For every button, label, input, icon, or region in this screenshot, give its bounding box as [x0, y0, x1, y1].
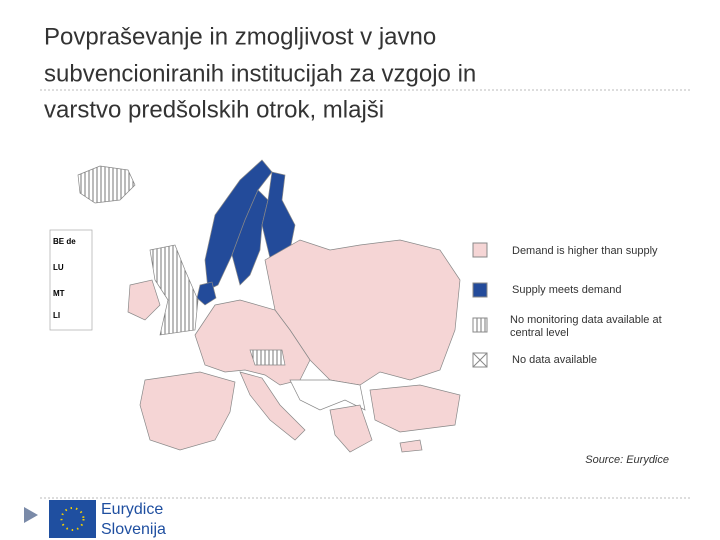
iberia — [139, 371, 236, 451]
austria — [249, 349, 286, 366]
bullet-arrow — [24, 507, 38, 523]
eu-flag — [49, 500, 96, 538]
italy — [239, 371, 306, 441]
eu-stars — [60, 507, 85, 531]
ireland — [127, 279, 161, 321]
balkans — [289, 379, 366, 411]
title-line: varstvo predšolskih otrok, mlajši — [44, 96, 384, 123]
logo-text: Slovenija — [101, 521, 166, 538]
title-line: subvencioniranih institucijah za vzgojo … — [44, 60, 476, 87]
inset-box — [49, 229, 93, 331]
source: Source: Eurydice — [585, 454, 669, 466]
greece — [329, 404, 373, 453]
uk — [149, 244, 199, 336]
cyprus — [399, 439, 423, 453]
finland — [261, 171, 296, 259]
iceland — [77, 165, 136, 204]
legend-label: Demand is higher than supply — [512, 245, 658, 257]
legend-swatch — [472, 242, 488, 258]
logo-text: Eurydice — [101, 501, 163, 518]
legend-label: No monitoring data available at central … — [510, 314, 662, 339]
title-line: Povpraševanje in zmogljivost v javno — [44, 23, 436, 50]
inset-label: LU — [53, 263, 64, 272]
inset-label: BE de — [53, 237, 76, 246]
legend-swatch — [472, 282, 488, 298]
inset-label: LI — [53, 311, 60, 320]
map — [49, 159, 461, 453]
legend-swatch — [472, 317, 488, 333]
turkey — [369, 384, 461, 433]
legend-label: No data available — [512, 354, 597, 366]
legend-label: Supply meets demand — [512, 284, 621, 296]
inset-label: MT — [53, 289, 65, 298]
denmark — [196, 281, 217, 306]
legend-cross — [472, 352, 488, 368]
legend-wrap: No monitoring data available at central … — [510, 314, 662, 339]
